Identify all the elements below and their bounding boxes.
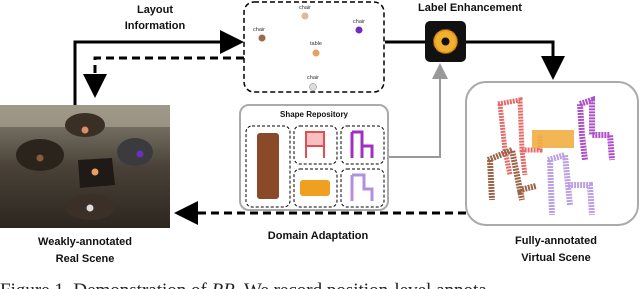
domain-adaptation: Domain Adaptation [268, 230, 369, 242]
object-label: chair [253, 27, 265, 33]
caption: Figure 1. Demonstration of RR. We record… [0, 280, 487, 289]
gear-icon [433, 29, 458, 54]
arrow [73, 30, 244, 105]
real-scene-label: Weakly-annotated [38, 236, 132, 248]
label-enhancement: Label Enhancement [418, 2, 522, 14]
object-label: table [310, 41, 322, 47]
shapes [257, 130, 374, 201]
virtual-scene-label: Fully-annotated [515, 235, 597, 247]
layout-label: Information [125, 20, 186, 32]
virtual-scene [486, 95, 615, 216]
shape-slots [245, 125, 385, 208]
repository-title: Shape Repository [280, 110, 349, 119]
real-scene-label: Real Scene [56, 253, 115, 265]
arrow [83, 56, 244, 98]
arrow [389, 63, 448, 158]
object-label: chair [353, 19, 365, 25]
caption-part: Figure 1. Demonstration of [0, 280, 212, 289]
caption-part: . We record position-level annota [235, 280, 487, 289]
caption-part: RR [211, 280, 236, 289]
object-label: chair [299, 5, 311, 11]
layout-box [243, 1, 385, 93]
arrow [466, 40, 565, 80]
object-label: chair [307, 75, 319, 81]
virtual-scene-label: Virtual Scene [521, 252, 591, 264]
layout-objects: chair chair chair table chair [253, 5, 365, 91]
real-scene-image [0, 105, 170, 228]
layout-label: Layout [137, 4, 173, 16]
